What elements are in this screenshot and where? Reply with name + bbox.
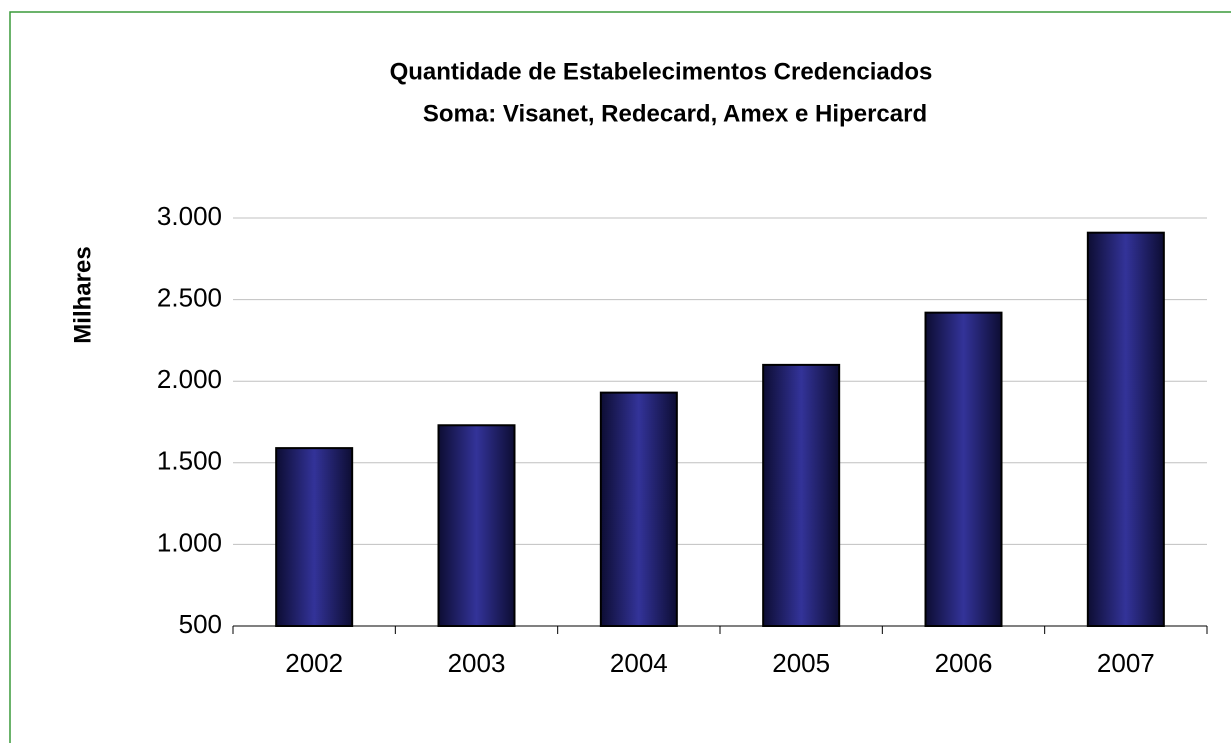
x-tick-label: 2002 xyxy=(285,648,343,678)
y-tick-label: 2.500 xyxy=(157,282,222,312)
y-tick-label: 3.000 xyxy=(157,201,222,231)
y-axis-label: Milhares xyxy=(69,246,96,343)
x-tick-label: 2004 xyxy=(610,648,668,678)
x-tick-label: 2003 xyxy=(448,648,506,678)
y-tick-label: 500 xyxy=(179,609,222,639)
chart-title: Quantidade de Estabelecimentos Credencia… xyxy=(390,58,933,85)
chart-subtitle: Soma: Visanet, Redecard, Amex e Hipercar… xyxy=(423,100,927,127)
bar xyxy=(275,447,354,627)
bar xyxy=(1086,231,1165,628)
y-tick-label: 1.000 xyxy=(157,527,222,557)
bar xyxy=(437,424,516,627)
y-tick-label: 1.500 xyxy=(157,446,222,476)
bar xyxy=(599,391,678,627)
bar xyxy=(762,363,841,627)
x-tick-label: 2005 xyxy=(772,648,830,678)
bar xyxy=(924,311,1003,627)
y-tick-label: 2.000 xyxy=(157,364,222,394)
x-tick-label: 2007 xyxy=(1097,648,1155,678)
x-tick-label: 2006 xyxy=(935,648,993,678)
